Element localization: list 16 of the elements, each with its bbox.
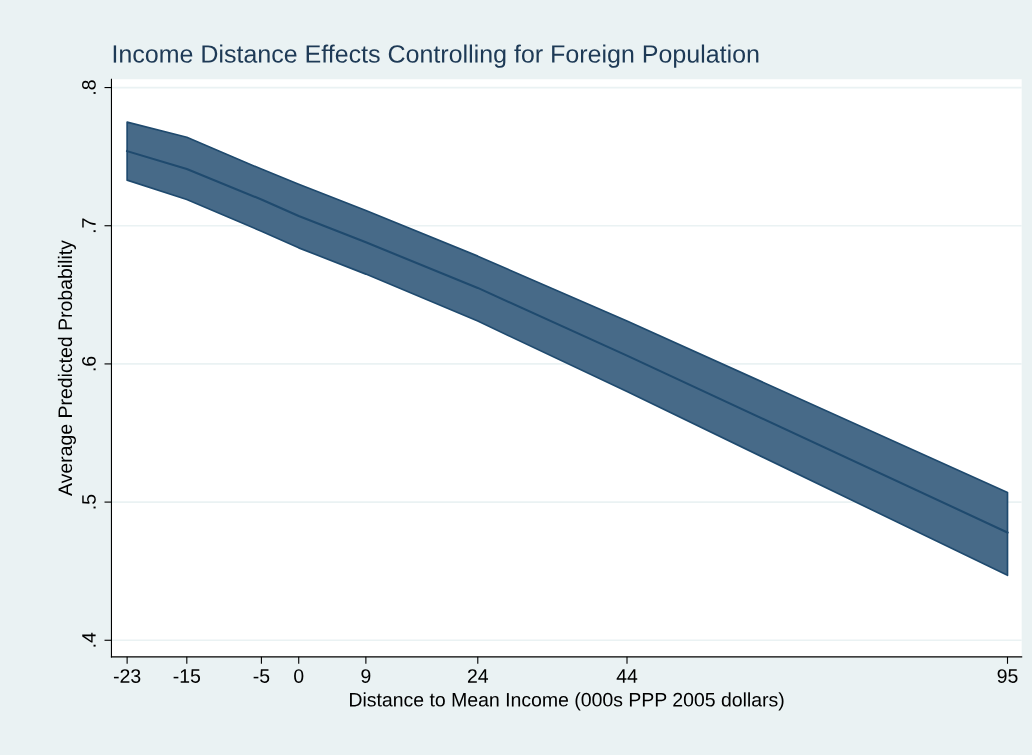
x-axis-title: Distance to Mean Income (000s PPP 2005 dollars) [350, 692, 784, 711]
x-tick-label: 9 [361, 669, 371, 683]
x-tick-label: 95 [997, 669, 1018, 683]
x-tick-label: -5 [253, 669, 270, 683]
y-tick-label: .6 [82, 356, 96, 371]
y-tick-label: .8 [82, 80, 96, 94]
chart-title: Income Distance Effects Controlling for Foreign Population [113, 44, 759, 68]
y-tick-label: .7 [82, 218, 96, 233]
x-tick-label: 24 [467, 669, 489, 683]
x-tick-label: 0 [294, 669, 304, 683]
x-tick-label: -23 [113, 669, 141, 683]
y-axis-title: Average Predicted Probability [57, 240, 76, 496]
y-tick-label: .5 [82, 494, 96, 509]
y-tick-label: .4 [82, 632, 96, 647]
x-tick-label: 44 [616, 669, 638, 683]
x-tick-label: -15 [173, 669, 201, 683]
